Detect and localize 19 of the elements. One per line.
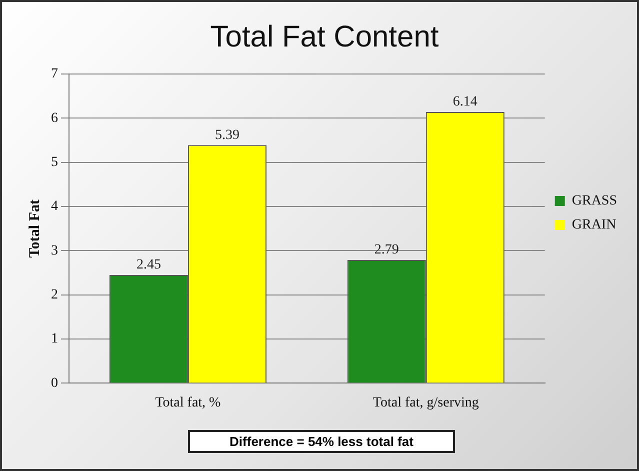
legend-label: GRASS (572, 194, 618, 209)
data-label: 2.45 (136, 258, 161, 273)
y-tick-label: 5 (51, 155, 58, 170)
y-tick-label: 4 (51, 199, 58, 214)
y-axis-title: Total Fat (26, 200, 43, 258)
x-tick-label: Total fat, % (155, 395, 222, 410)
data-label: 2.79 (374, 242, 399, 258)
y-tick-label: 6 (51, 110, 58, 126)
y-tick-label: 2 (51, 288, 58, 303)
chart-title: Total Fat Content (210, 20, 440, 54)
x-tick-label: Total fat, g/serving (372, 395, 479, 410)
y-tick-label: 0 (51, 376, 58, 391)
y-tick-label: 3 (51, 243, 58, 258)
y-tick-label: 1 (51, 332, 58, 347)
y-tick-label: 7 (51, 66, 58, 82)
data-label: 5.39 (214, 128, 240, 143)
data-label: 6.14 (452, 94, 478, 110)
text: Difference = 54% less total fat (188, 430, 456, 453)
legend-label: GRAIN (572, 218, 616, 233)
